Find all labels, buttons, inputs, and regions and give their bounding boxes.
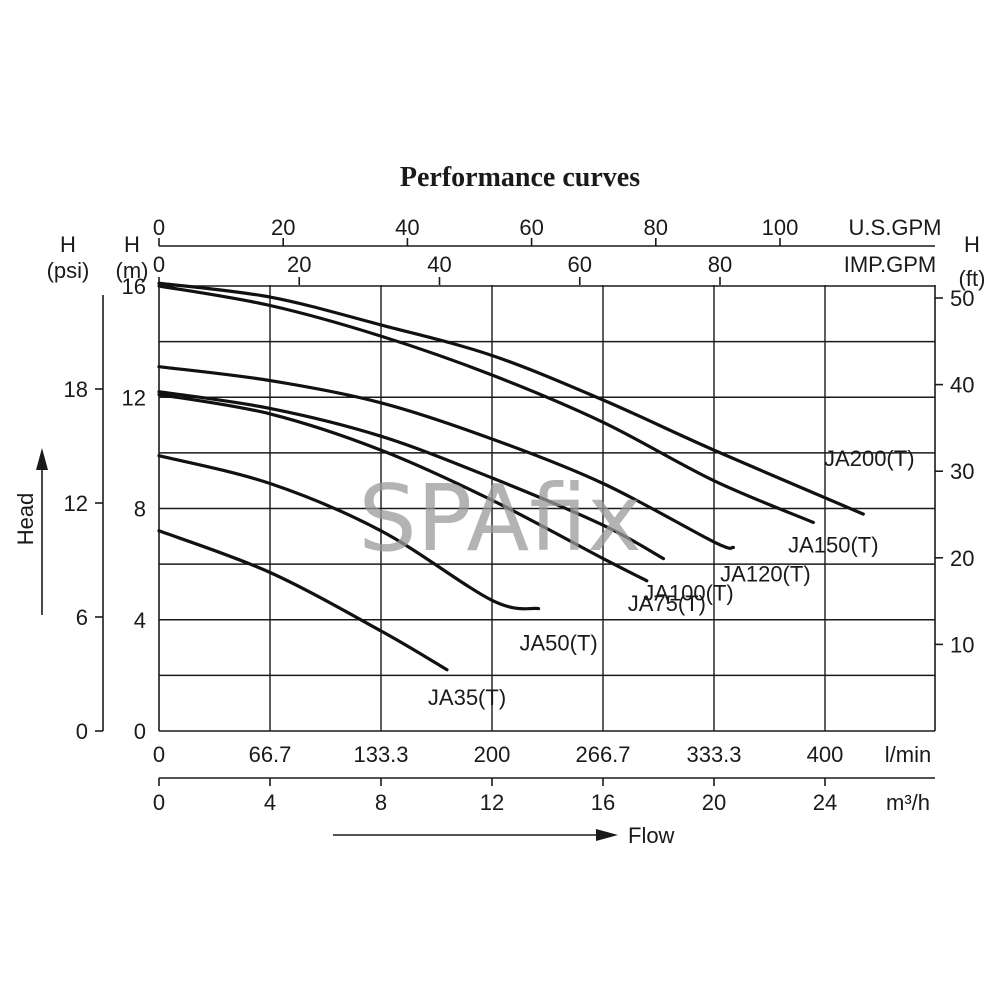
y-header-m-line2: (m) bbox=[116, 258, 149, 283]
x-tick-label-m3h: 4 bbox=[264, 790, 276, 815]
labels-layer: JA35(T) JA50(T) JA75(T)JA100(T)JA120(T) JA1… bbox=[428, 446, 915, 710]
y-tick-label-m: 16 bbox=[122, 274, 146, 299]
x-tick-label-m3h: 0 bbox=[153, 790, 165, 815]
x-tick-label-usgpm: 40 bbox=[395, 215, 419, 240]
x-tick-label-impgpm: 60 bbox=[568, 252, 592, 277]
series-label: JA200(T) bbox=[824, 446, 914, 471]
x-tick-label-impgpm: 40 bbox=[427, 252, 451, 277]
y-header-ft-line2: (ft) bbox=[959, 266, 986, 291]
flow-label: Flow bbox=[628, 823, 675, 848]
y-tick-label-psi: 0 bbox=[76, 719, 88, 744]
watermark-text: SPAfix bbox=[358, 465, 641, 572]
x-tick-label-usgpm: 100 bbox=[762, 215, 799, 240]
x-tick-label-usgpm: 0 bbox=[153, 215, 165, 240]
series-label: JA35(T) bbox=[428, 685, 506, 710]
x-tick-label-usgpm: 20 bbox=[271, 215, 295, 240]
y-tick-label-m: 12 bbox=[122, 385, 146, 410]
series-line-ja100t bbox=[157, 390, 666, 561]
x-tick-label-impgpm: 0 bbox=[153, 252, 165, 277]
x-tick-label-impgpm: 20 bbox=[287, 252, 311, 277]
head-arrow-head bbox=[36, 448, 48, 470]
y-tick-label-m: 4 bbox=[134, 608, 146, 633]
y-tick-label-ft: 10 bbox=[950, 632, 974, 657]
y-tick-label-psi: 12 bbox=[64, 491, 88, 516]
x-tick-label-m3h: 12 bbox=[480, 790, 504, 815]
x-tick-label-usgpm: 60 bbox=[519, 215, 543, 240]
y-header-m-line1: H bbox=[124, 232, 140, 257]
series-label: JA120(T) bbox=[720, 561, 810, 586]
x-tick-label-m3h: 24 bbox=[813, 790, 837, 815]
chart-title: Performance curves bbox=[400, 162, 640, 193]
series-label: JA100(T) bbox=[643, 581, 733, 606]
x-unit-usgpm: U.S.GPM bbox=[849, 215, 942, 240]
x-tick-label-m3h: 8 bbox=[375, 790, 387, 815]
x-unit-lpm: l/min bbox=[885, 742, 931, 767]
x-tick-label-lpm: 266.7 bbox=[575, 742, 630, 767]
y-tick-label-m: 8 bbox=[134, 497, 146, 522]
y-header-psi-line2: (psi) bbox=[47, 258, 90, 283]
x-tick-label-m3h: 20 bbox=[702, 790, 726, 815]
x-unit-m3h: m³/h bbox=[886, 790, 930, 815]
flow-arrow-head bbox=[596, 829, 618, 841]
series-line-ja150t bbox=[157, 284, 815, 524]
y-tick-label-ft: 20 bbox=[950, 546, 974, 571]
head-label: Head bbox=[13, 493, 38, 546]
series-label: JA50(T) bbox=[519, 631, 597, 656]
y-tick-label-ft: 30 bbox=[950, 459, 974, 484]
x-tick-label-lpm: 0 bbox=[153, 742, 165, 767]
y-tick-label-ft: 50 bbox=[950, 286, 974, 311]
x-tick-label-usgpm: 80 bbox=[644, 215, 668, 240]
y-header-psi-line1: H bbox=[60, 232, 76, 257]
series-line-ja50t bbox=[157, 454, 541, 611]
curves-layer bbox=[157, 281, 865, 672]
x-tick-label-lpm: 66.7 bbox=[249, 742, 292, 767]
x-unit-impgpm: IMP.GPM bbox=[844, 252, 937, 277]
x-tick-label-lpm: 133.3 bbox=[353, 742, 408, 767]
x-tick-label-impgpm: 80 bbox=[708, 252, 732, 277]
y-header-ft-line1: H bbox=[964, 232, 980, 257]
x-tick-label-lpm: 200 bbox=[474, 742, 511, 767]
y-tick-label-psi: 6 bbox=[76, 605, 88, 630]
x-tick-label-lpm: 400 bbox=[807, 742, 844, 767]
series-line-ja120t bbox=[157, 365, 735, 550]
series-label: JA75(T) bbox=[628, 591, 706, 616]
series-line-ja200t bbox=[157, 281, 865, 516]
y-tick-label-psi: 18 bbox=[64, 377, 88, 402]
x-tick-label-lpm: 333.3 bbox=[686, 742, 741, 767]
y-tick-label-ft: 40 bbox=[950, 373, 974, 398]
y-tick-label-m: 0 bbox=[134, 719, 146, 744]
series-line-ja75t bbox=[157, 392, 649, 583]
series-label: JA150(T) bbox=[788, 532, 878, 557]
series-line-ja35t bbox=[157, 529, 449, 672]
x-tick-label-m3h: 16 bbox=[591, 790, 615, 815]
